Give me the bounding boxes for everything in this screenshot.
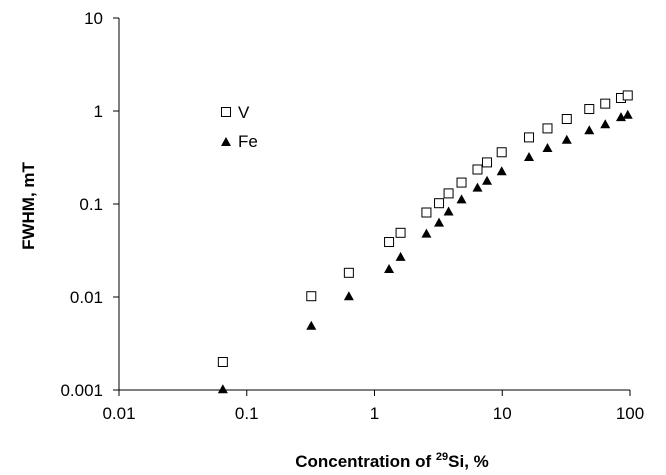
point-fe	[306, 320, 317, 330]
point-v	[542, 123, 553, 134]
point-fe	[421, 228, 432, 238]
point-fe	[217, 384, 228, 394]
x-tick-label: 0.01	[102, 404, 135, 423]
point-fe	[496, 166, 507, 176]
data-points	[217, 90, 633, 394]
y-tick-label: 10	[84, 9, 103, 28]
legend: V Fe	[221, 103, 258, 151]
point-v	[472, 164, 483, 175]
point-fe	[456, 194, 467, 204]
series-v	[217, 90, 633, 368]
x-tick-label: 0.1	[235, 404, 259, 423]
x-axis-title-superscript: 29	[436, 451, 448, 463]
point-v	[421, 207, 432, 218]
point-fe	[600, 119, 611, 129]
point-v	[456, 177, 467, 188]
y-tick-label: 0.1	[79, 195, 103, 214]
y-axis-ticks: 0.001 0.01 0.1 1 10	[60, 9, 119, 400]
point-v	[584, 104, 595, 115]
point-v	[600, 98, 611, 109]
axes	[118, 18, 630, 391]
series-fe	[217, 109, 633, 394]
point-v	[443, 188, 454, 199]
point-v	[561, 114, 572, 125]
y-tick-label: 0.01	[70, 288, 103, 307]
point-fe	[343, 291, 354, 301]
point-v	[343, 267, 354, 278]
y-tick-label: 1	[94, 102, 103, 121]
point-fe	[542, 143, 553, 153]
point-fe	[524, 152, 535, 162]
point-fe	[443, 206, 454, 216]
point-v	[496, 147, 507, 158]
legend-label-v: V	[238, 103, 250, 122]
x-axis-ticks: 0.01 0.1 1 10 100	[102, 390, 644, 423]
point-fe	[472, 182, 483, 192]
x-axis-title: Concentration of 29Si, %	[295, 451, 489, 471]
point-v	[622, 90, 633, 101]
point-fe	[434, 217, 445, 227]
x-axis-title-prefix: Concentration of	[295, 452, 436, 471]
point-fe	[622, 109, 633, 119]
point-fe	[615, 112, 626, 122]
point-v	[384, 237, 395, 248]
legend-label-fe: Fe	[238, 132, 258, 151]
x-tick-label: 100	[616, 404, 644, 423]
y-tick-label: 0.001	[60, 381, 103, 400]
point-v	[395, 227, 406, 238]
point-v	[434, 198, 445, 209]
point-fe	[584, 125, 595, 135]
point-fe	[561, 134, 572, 144]
point-v	[482, 157, 493, 168]
point-fe	[395, 251, 406, 261]
point-fe	[384, 264, 395, 274]
point-v	[524, 132, 535, 143]
legend-marker-v	[221, 107, 231, 117]
legend-marker-fe	[221, 137, 231, 146]
x-tick-label: 10	[493, 404, 512, 423]
x-axis-title-suffix: Si, %	[448, 452, 489, 471]
point-v	[217, 357, 228, 368]
point-fe	[482, 175, 493, 185]
x-tick-label: 1	[370, 404, 379, 423]
y-axis-title: FWHM, mT	[19, 161, 38, 249]
point-v	[306, 291, 317, 302]
